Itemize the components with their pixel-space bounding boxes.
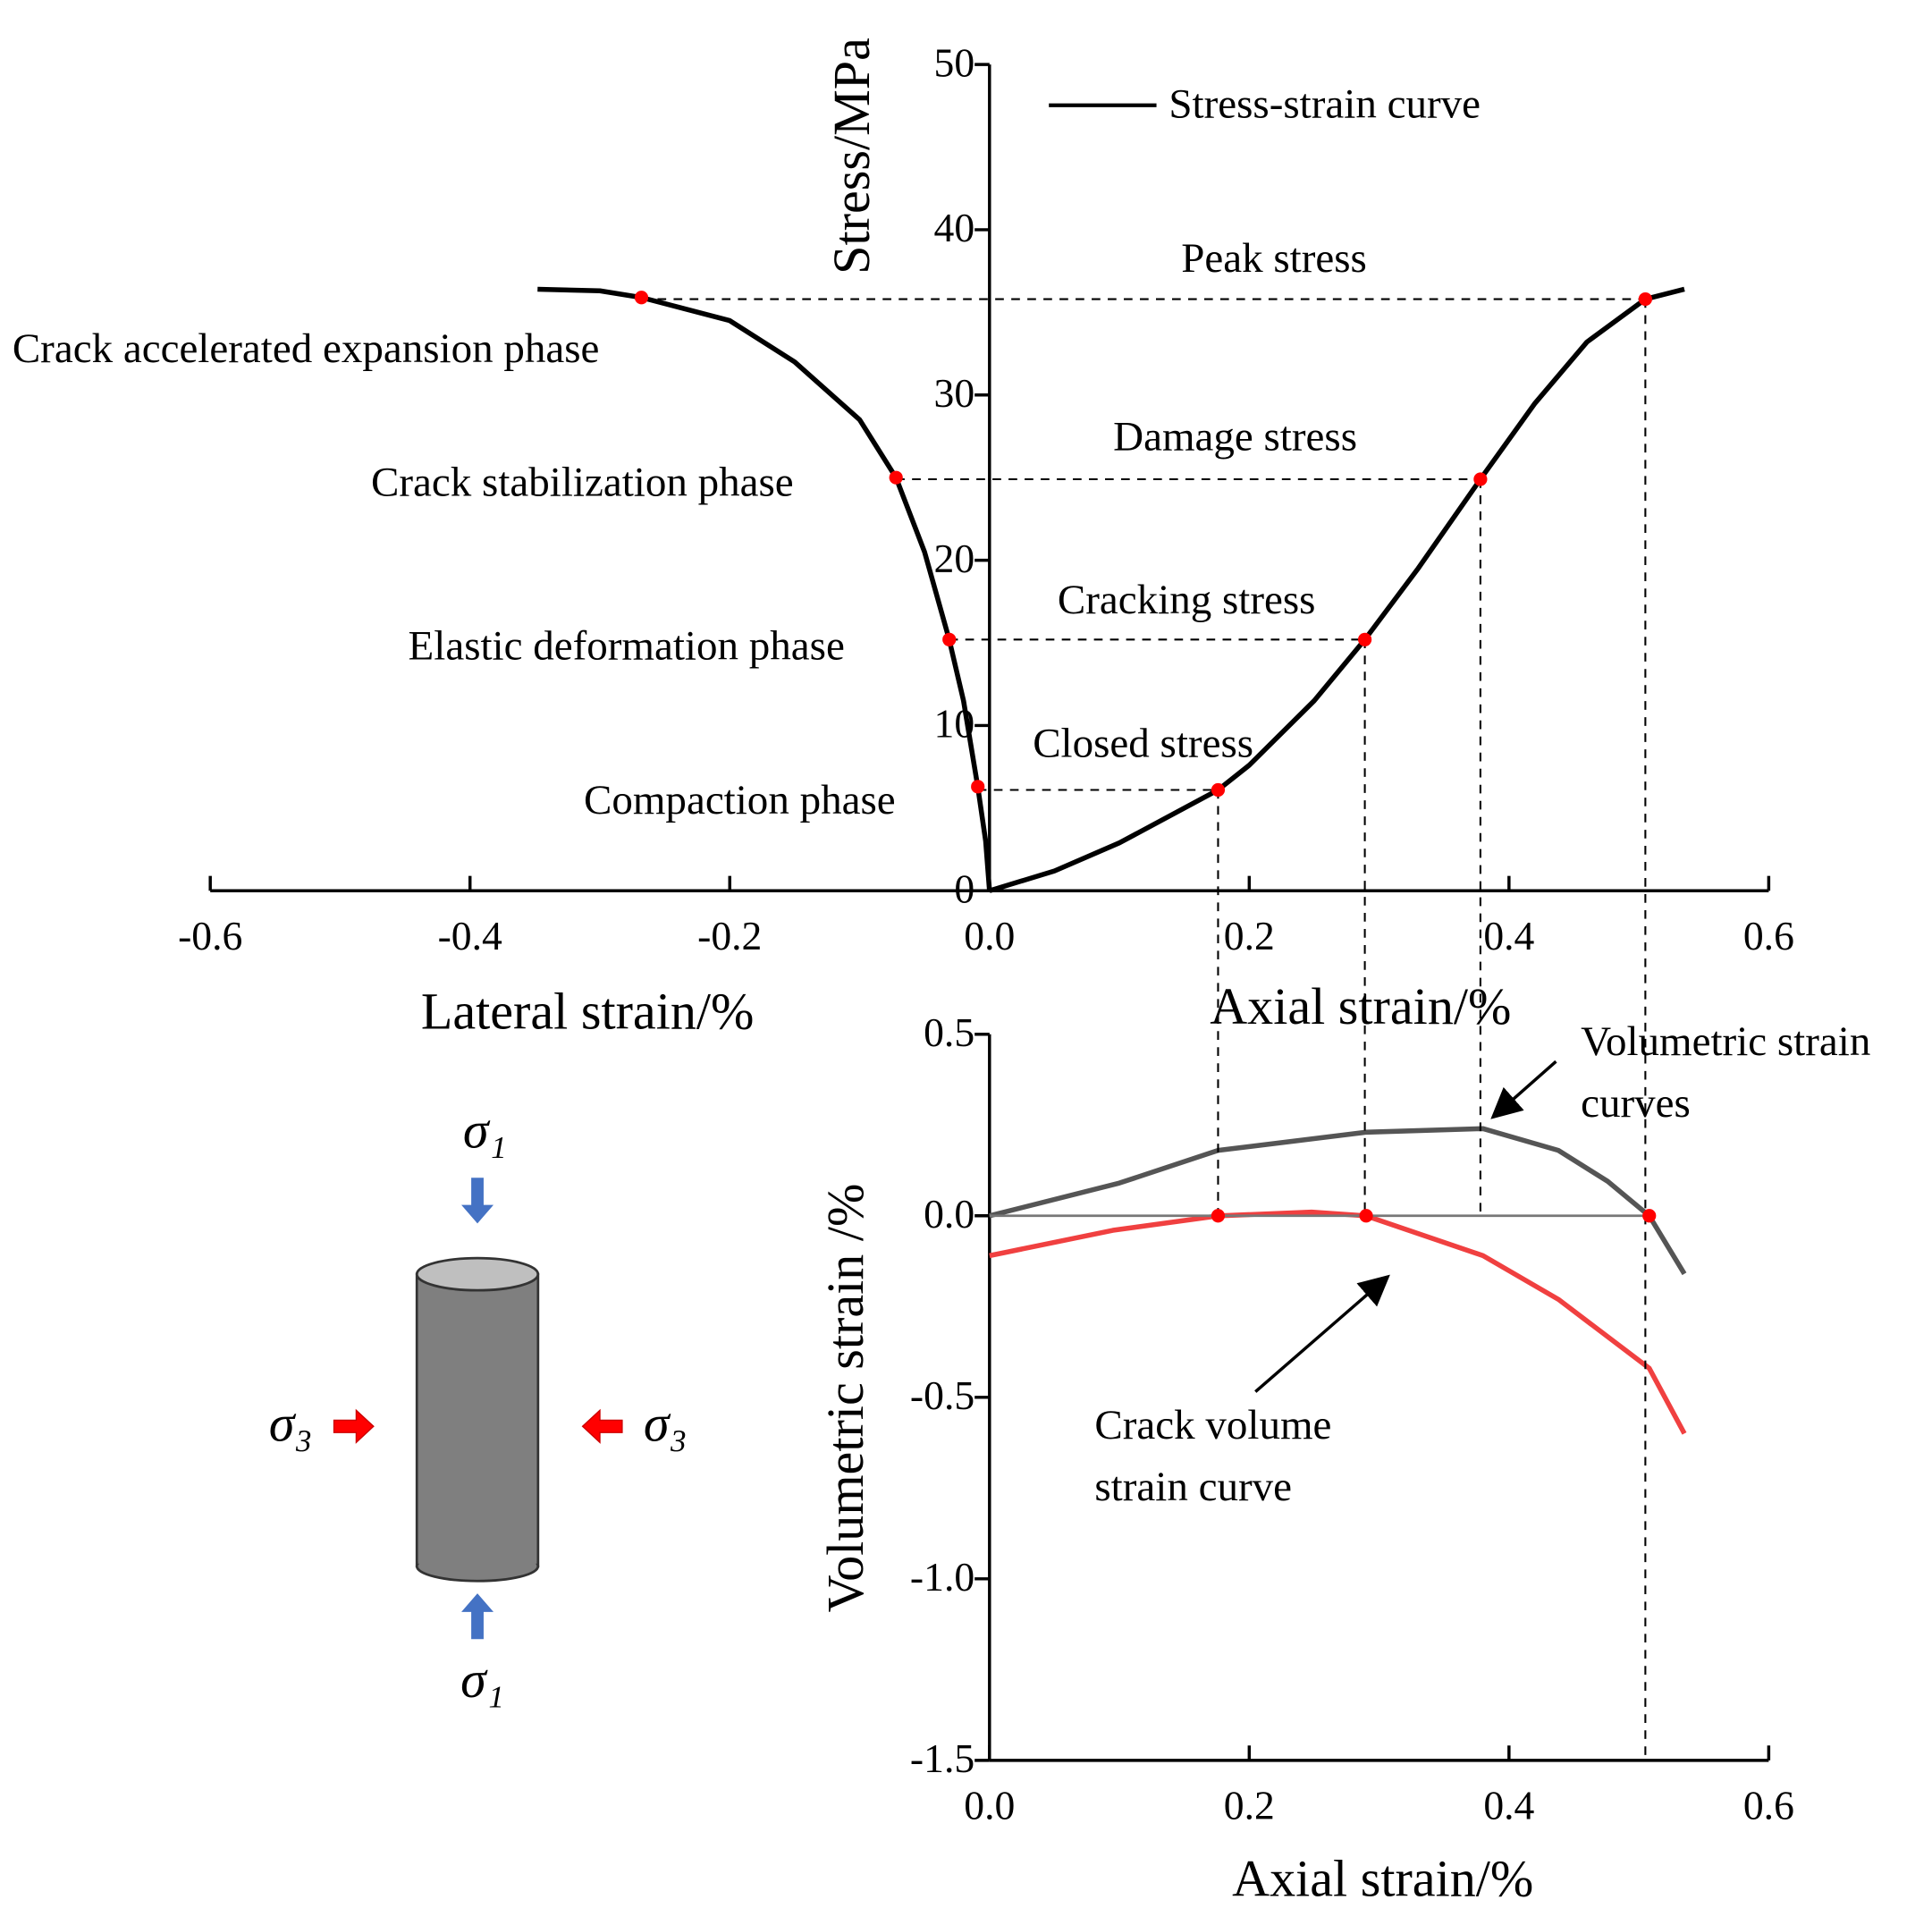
x-tick-label: -0.4 (438, 913, 502, 958)
y-tick-label: 30 (934, 370, 975, 416)
y-tick-label: -0.5 (910, 1372, 974, 1418)
x-tick-label: -0.6 (178, 913, 242, 958)
stress-label: σ₁ (460, 1651, 504, 1709)
annotation: Compaction phase (584, 777, 896, 823)
key-point (889, 470, 903, 485)
series-line (989, 1126, 1687, 1276)
y-axis-title: Stress/MPa (823, 38, 881, 274)
y-tick-label: 50 (934, 39, 975, 85)
chart-1: 0.0 0.2 0.4 0.6 0.5 0.0 -0.5 -1.0 -1.5 (910, 1009, 1794, 1828)
y-tick-label: -1.0 (910, 1554, 974, 1600)
annotation-arrow (1254, 1274, 1390, 1393)
arrow-down (461, 1178, 494, 1224)
legend-label: Stress-strain curve (1168, 80, 1481, 127)
arrow-right (333, 1408, 375, 1444)
x-tick-label: 0.0 (964, 913, 1015, 958)
annotation: Peak stress (1181, 235, 1367, 282)
annotation: Crack volume (1094, 1402, 1331, 1448)
x-axis-title: Axial strain/% (1232, 1850, 1533, 1908)
x-axis-title: Lateral strain/% (421, 983, 755, 1041)
y-axis-title: Volumetric strain /% (816, 1184, 874, 1613)
x-tick-label: 0.6 (1743, 1783, 1794, 1828)
x-tick-label: 0.4 (1483, 1783, 1534, 1828)
key-point (942, 632, 957, 646)
stress-label: σ₃ (644, 1394, 688, 1452)
x-tick-label: -0.2 (697, 913, 762, 958)
cylinder-fill (418, 1274, 537, 1564)
x-tick-label: 0.4 (1483, 913, 1534, 958)
key-point (634, 291, 649, 305)
annotation: strain curve (1094, 1464, 1292, 1510)
annotation-arrow (1490, 1060, 1557, 1119)
specimen-diagram (333, 1178, 623, 1640)
key-point (1359, 1209, 1373, 1223)
annotation: curves (1581, 1080, 1691, 1127)
x-tick-label: 0.2 (1224, 913, 1275, 958)
y-tick-label: 0 (954, 865, 974, 911)
annotation: Cracking stress (1058, 577, 1316, 623)
x-tick-label: 0.0 (964, 1783, 1015, 1828)
y-tick-label: 40 (934, 205, 975, 250)
key-point (1642, 1209, 1657, 1223)
key-point (1211, 1209, 1226, 1223)
annotation: Elastic deformation phase (409, 622, 845, 669)
y-tick-label: 0.0 (924, 1191, 974, 1237)
annotation: Crack stabilization phase (371, 460, 794, 506)
cylinder-top (415, 1256, 540, 1292)
annotation: Crack accelerated expansion phase (13, 325, 600, 372)
annotation: Closed stress (1033, 721, 1253, 767)
y-tick-label: -1.5 (910, 1735, 974, 1781)
y-tick-label: 20 (934, 536, 975, 581)
stress-label: σ₁ (463, 1102, 507, 1160)
key-point (1473, 472, 1488, 486)
y-tick-label: 0.5 (924, 1009, 974, 1055)
x-tick-label: 0.6 (1743, 913, 1794, 958)
annotation: Volumetric strain (1581, 1018, 1870, 1065)
stress-label: σ₃ (269, 1394, 313, 1452)
arrow-up (461, 1593, 494, 1640)
key-point (1638, 291, 1652, 307)
x-tick-label: 0.2 (1224, 1783, 1275, 1828)
key-point (1211, 782, 1226, 798)
x-axis-title: Axial strain/% (1210, 977, 1511, 1035)
key-point (971, 780, 985, 794)
key-point (1357, 632, 1372, 646)
annotation: Damage stress (1113, 413, 1357, 460)
arrow-left (581, 1408, 623, 1444)
